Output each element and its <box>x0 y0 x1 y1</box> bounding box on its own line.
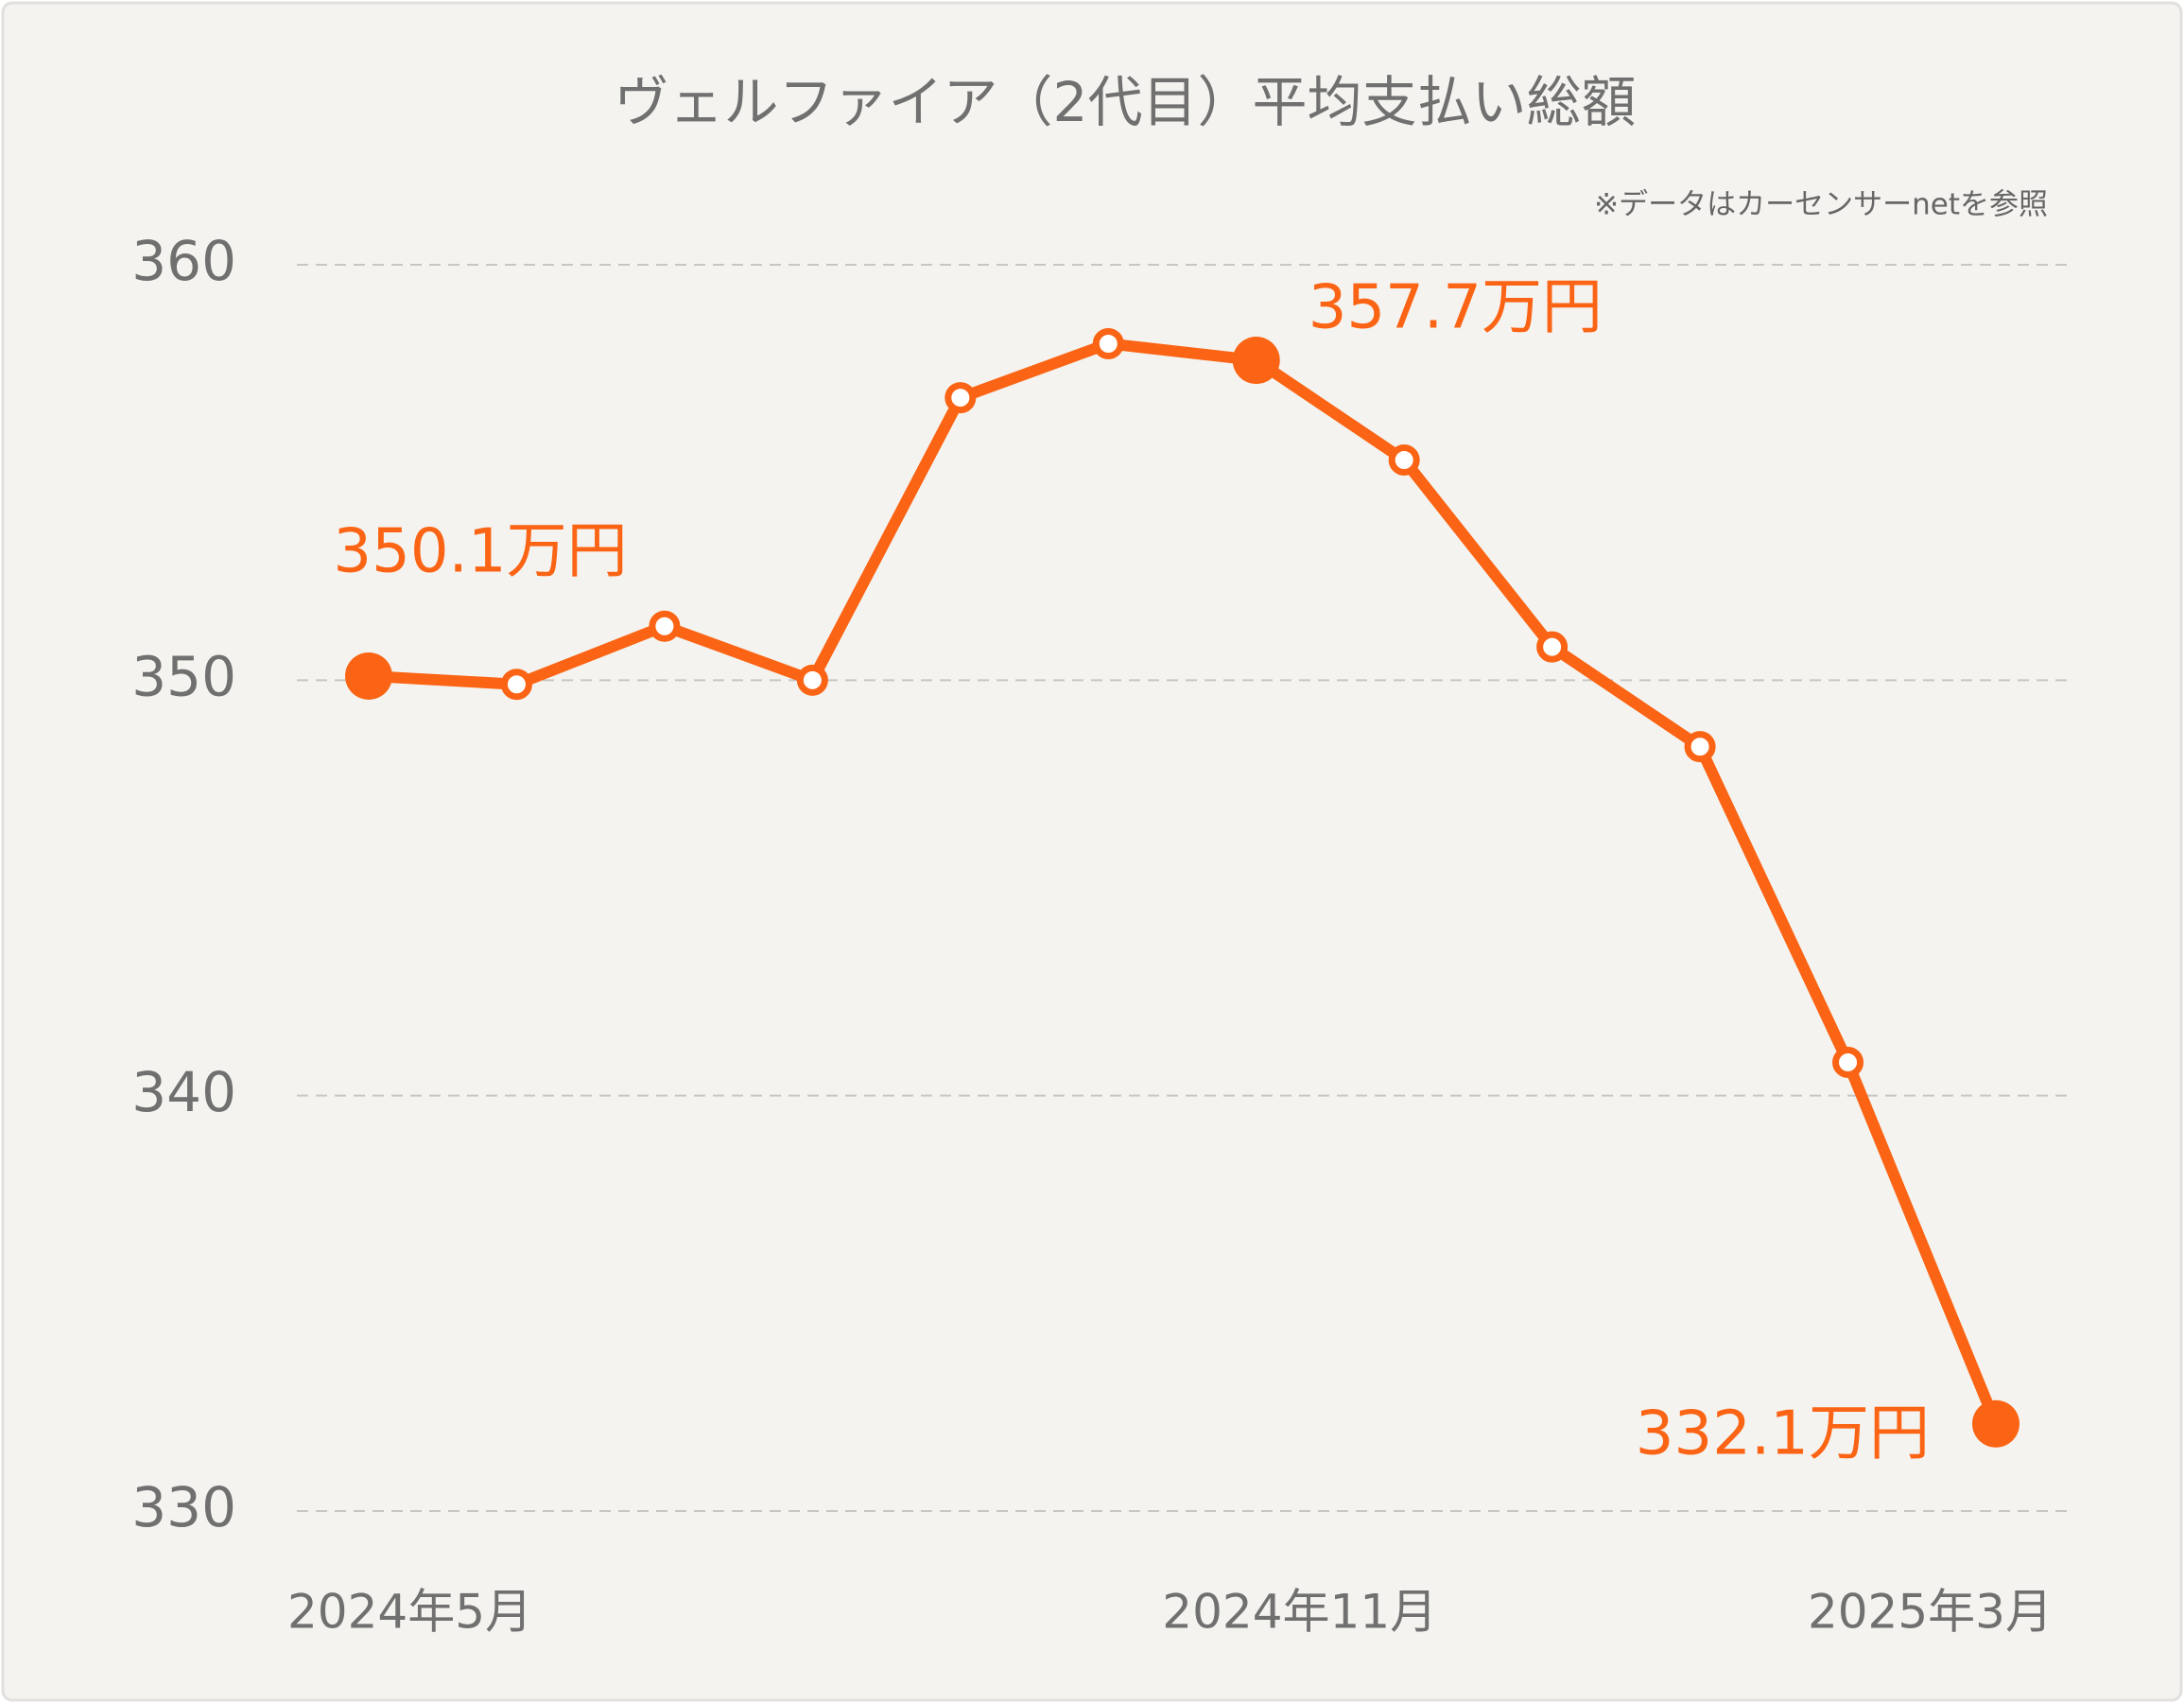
highlight-marker <box>1232 337 1280 385</box>
y-tick-label: 330 <box>131 1475 236 1539</box>
series-line <box>368 338 2002 1427</box>
point-marker <box>1832 1047 1864 1079</box>
point-marker <box>1684 731 1716 763</box>
y-tick-label: 350 <box>131 644 236 708</box>
value-label: 332.1万円 <box>1636 1399 1930 1468</box>
point-marker <box>1388 443 1420 476</box>
point-marker <box>500 669 532 701</box>
value-label: 357.7万円 <box>1309 273 1603 343</box>
x-tick-label: 2024年11月 <box>1162 1585 1437 1640</box>
y-tick-label: 360 <box>131 229 236 293</box>
y-tick-label: 340 <box>131 1060 236 1124</box>
highlight-marker <box>345 652 392 700</box>
chart-title: ヴェルファイア（2代目）平均支払い総額 <box>615 70 1637 134</box>
chart-note: ※データはカーセンサーnetを参照 <box>1594 188 2048 222</box>
highlight-marker <box>1972 1399 2019 1448</box>
point-marker <box>1536 631 1569 663</box>
x-tick-label: 2024年5月 <box>287 1585 532 1640</box>
value-label: 350.1万円 <box>333 517 627 587</box>
point-marker <box>945 382 977 414</box>
point-marker <box>796 664 828 696</box>
x-tick-label: 2025年3月 <box>1808 1585 2053 1640</box>
point-marker <box>649 610 681 642</box>
point-marker <box>1092 327 1124 359</box>
